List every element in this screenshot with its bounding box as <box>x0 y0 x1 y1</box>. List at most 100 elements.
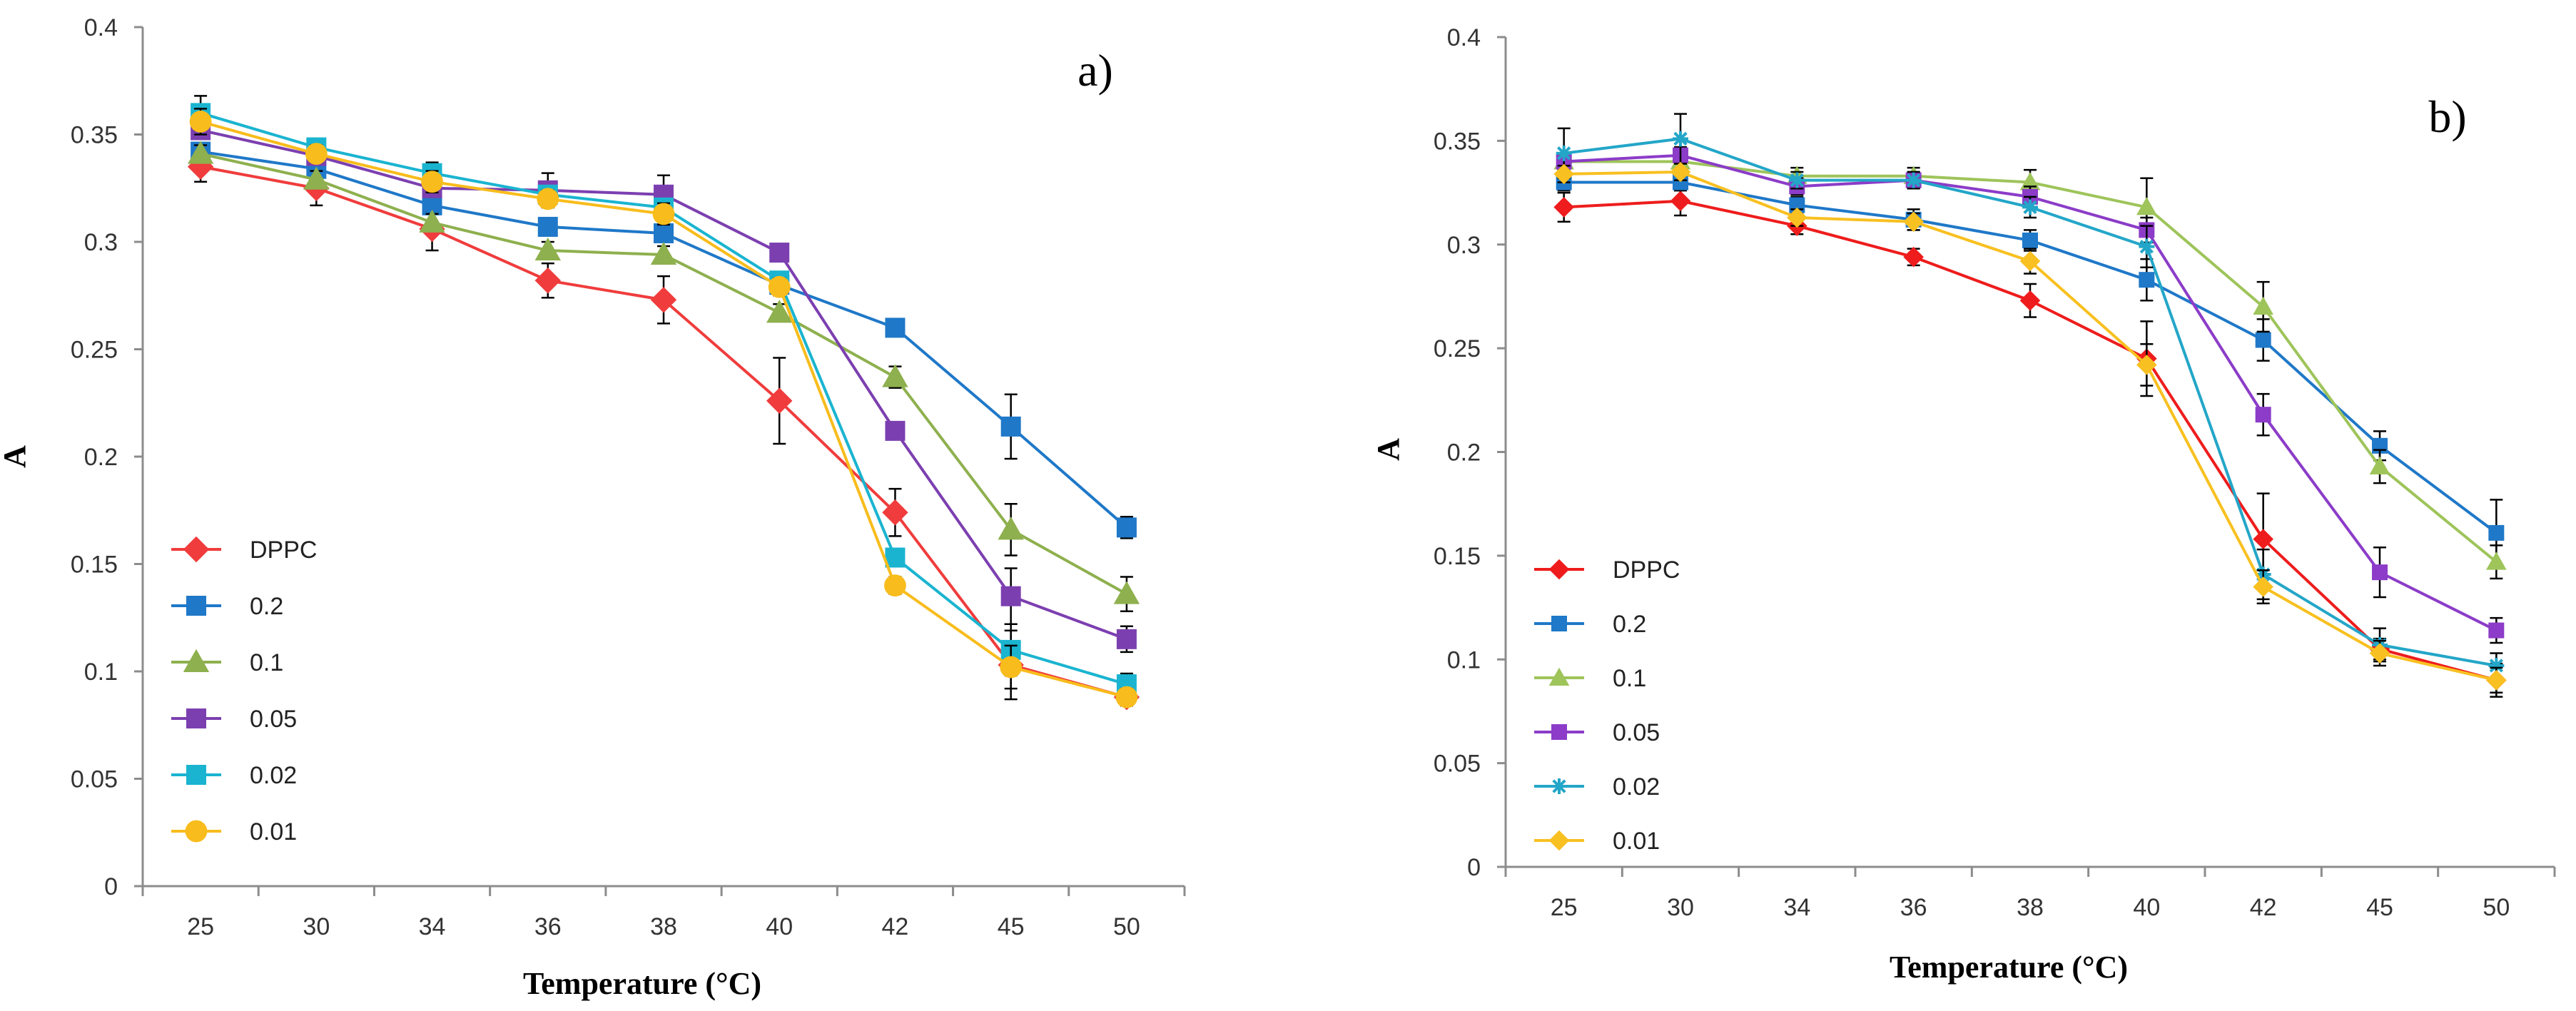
data-point <box>1553 197 1574 218</box>
data-point <box>1000 416 1021 437</box>
data-point <box>766 387 793 414</box>
legend-marker <box>1548 667 1570 686</box>
data-point <box>885 547 906 568</box>
legend-marker <box>186 708 206 728</box>
data-point <box>1553 163 1574 185</box>
data-point <box>1903 211 1924 233</box>
data-point <box>1116 517 1137 538</box>
legend-item-0.05: 0.05 <box>1534 719 1660 746</box>
data-point <box>652 203 675 225</box>
x-tick-label: 25 <box>1551 894 1578 921</box>
y-tick-label: 0.4 <box>1447 24 1481 51</box>
data-point <box>2253 296 2273 315</box>
x-tick-label: 25 <box>187 913 214 940</box>
legend-label: 0.01 <box>250 818 297 845</box>
x-tick-label: 30 <box>1667 894 1694 921</box>
legend-marker <box>186 596 206 616</box>
legend-item-0.2: 0.2 <box>171 593 283 620</box>
legend-label: DPPC <box>1613 557 1680 584</box>
data-point <box>2488 622 2505 639</box>
x-tick-label: 38 <box>2017 894 2044 921</box>
y-axis-title: A <box>1371 438 1406 461</box>
data-point <box>2486 670 2507 691</box>
data-point <box>1115 686 1138 708</box>
data-point <box>1787 207 1807 228</box>
data-point <box>1673 174 1688 190</box>
panel-label: b) <box>2428 91 2466 142</box>
data-point <box>2372 564 2388 581</box>
legend-label: 0.1 <box>250 649 283 676</box>
data-point <box>537 188 559 210</box>
data-point <box>768 275 791 298</box>
data-point <box>1670 161 1691 183</box>
legend-item-0.2: 0.2 <box>1534 611 1646 638</box>
legend-marker <box>1551 616 1567 631</box>
legend-marker <box>183 536 210 563</box>
y-tick-label: 0.2 <box>84 444 118 471</box>
x-tick-label: 30 <box>303 913 330 940</box>
data-point <box>534 267 561 294</box>
y-tick-label: 0.3 <box>1447 232 1481 259</box>
data-point <box>885 420 906 441</box>
x-tick-label: 42 <box>882 913 909 940</box>
legend-marker <box>186 765 206 785</box>
x-tick-label: 42 <box>2250 894 2277 921</box>
y-tick-label: 0 <box>104 873 118 900</box>
data-point <box>421 171 443 193</box>
data-point <box>419 209 445 233</box>
legend-marker <box>1548 830 1570 851</box>
x-tick-label: 36 <box>534 913 562 940</box>
data-point <box>650 241 677 265</box>
x-tick-label: 34 <box>1783 894 1810 921</box>
data-point <box>1905 172 1922 188</box>
y-tick-label: 0.1 <box>84 659 118 686</box>
legend-label: 0.1 <box>1613 665 1646 692</box>
x-tick-label: 50 <box>1113 913 1140 940</box>
data-point <box>2486 552 2507 570</box>
series-0.01 <box>1553 161 2507 694</box>
data-point <box>2022 199 2038 215</box>
x-tick-label: 40 <box>2133 894 2160 921</box>
legend-item-0.1: 0.1 <box>1534 665 1646 692</box>
x-tick-label: 34 <box>419 913 446 940</box>
data-point <box>534 237 561 261</box>
data-point <box>2136 355 2157 375</box>
y-tick-label: 0.35 <box>1434 128 1481 155</box>
data-point <box>1000 586 1021 606</box>
data-point <box>2488 524 2505 541</box>
legend-item-DPPC: DPPC <box>171 536 317 564</box>
data-point <box>2022 232 2038 248</box>
series-line <box>1563 153 2498 632</box>
data-point <box>2019 250 2041 272</box>
legend-label: 0.02 <box>1613 773 1660 801</box>
x-tick-label: 36 <box>1900 894 1927 921</box>
data-point <box>2255 332 2271 348</box>
legend-marker <box>183 649 210 672</box>
y-tick-label: 0.25 <box>71 337 118 364</box>
legend-marker <box>185 820 208 843</box>
x-axis-title: Temperature (°C) <box>1890 950 2128 985</box>
y-tick-label: 0 <box>1467 854 1481 881</box>
data-point <box>2369 456 2390 474</box>
legend-label: 0.01 <box>1613 828 1660 855</box>
data-point <box>189 111 212 133</box>
y-tick-label: 0.3 <box>84 229 118 256</box>
panel-a-chart: 0 0.05 0.1 0.15 0.2 0.25 0.3 0.35 0.4 25 30 34 36 38 4… <box>0 14 1186 1001</box>
legend-item-0.02: 0.02 <box>171 762 297 789</box>
data-point <box>2139 238 2155 255</box>
data-point <box>1113 581 1140 604</box>
data-point <box>187 141 214 164</box>
y-tick-label: 0.05 <box>71 766 118 793</box>
legend-label: 0.05 <box>1613 719 1660 746</box>
x-tick-label: 45 <box>2366 894 2393 921</box>
data-point <box>2488 657 2505 674</box>
legend-item-0.01: 0.01 <box>171 818 297 845</box>
y-tick-label: 0.05 <box>1434 751 1481 778</box>
legend-item-0.02: 0.02 <box>1534 773 1660 801</box>
legend-marker <box>1551 724 1567 740</box>
data-point <box>884 574 906 596</box>
data-point <box>769 243 790 263</box>
panel-label: a) <box>1077 45 1113 96</box>
data-point <box>998 517 1024 540</box>
